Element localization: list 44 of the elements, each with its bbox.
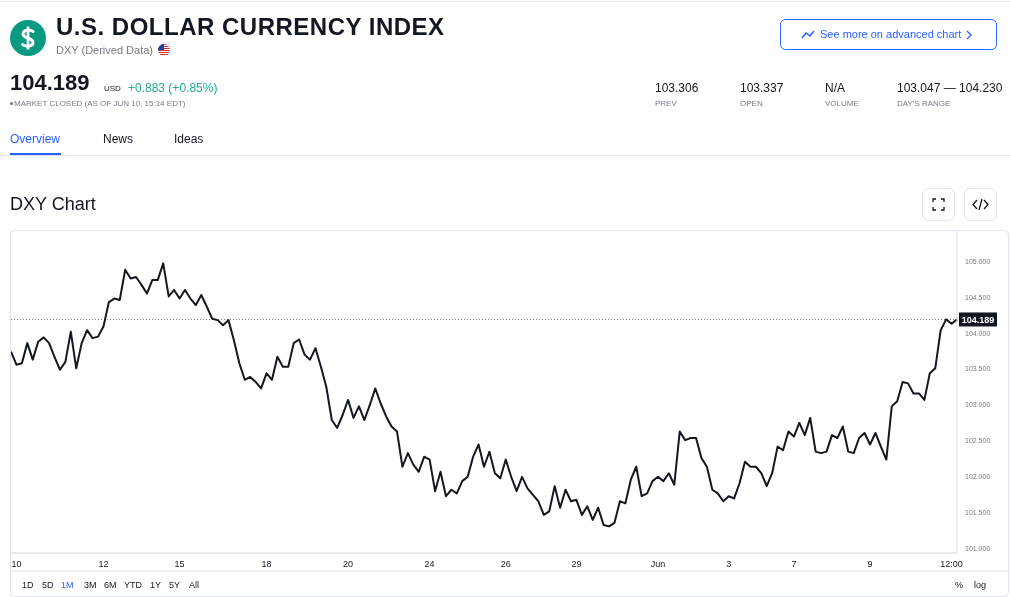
text: USD (104, 84, 121, 93)
text: See more on advanced chart (820, 28, 962, 40)
text: N/A (825, 81, 846, 95)
text: 103.047 — 104.230 (897, 81, 1003, 95)
text: 5D (42, 580, 54, 590)
chart-title: U.S. DOLLAR CURRENCY INDEX (56, 13, 445, 41)
x-tick-label: 15 (174, 559, 185, 570)
text: News (103, 132, 134, 146)
x-tick-label: 24 (424, 559, 435, 570)
chart-subtitle: DXY (Derived Data) (56, 44, 153, 56)
text: 6M (104, 580, 117, 590)
text: 103.306 (655, 81, 699, 95)
text: DXY Chart (10, 194, 96, 215)
text: 5Y (169, 580, 181, 590)
text: MARKET CLOSED (AS OF JUN 10, 15:14 EDT) (14, 99, 186, 108)
text: VOLUME (825, 99, 859, 108)
text: 1M (61, 580, 74, 590)
x-tick-label: 20 (343, 559, 354, 570)
text: Ideas (174, 132, 204, 146)
text: DAY'S RANGE (897, 99, 951, 108)
text: 1Y (150, 580, 162, 590)
text: All (189, 580, 200, 590)
x-tick-label: 7 (791, 559, 797, 570)
text: OPEN (740, 99, 763, 108)
text: Overview (10, 132, 61, 146)
text: 3M (84, 580, 97, 590)
x-tick-label: 12 (98, 559, 109, 570)
text: +0.883 (+0.85%) (128, 81, 218, 95)
text: YTD (124, 580, 142, 590)
text: % (955, 580, 964, 590)
text: log (974, 580, 987, 590)
ref-line-label: 104.189 (961, 314, 995, 325)
x-tick-label: 12:00 (940, 559, 963, 570)
x-tick-label: 26 (500, 559, 511, 570)
x-tick-label: Jun (650, 559, 666, 570)
text: 1D (22, 580, 34, 590)
x-tick-label: 10 (11, 559, 22, 570)
text: 104.189 (10, 70, 90, 96)
x-tick-label: 9 (867, 559, 873, 570)
x-tick-label: 3 (726, 559, 732, 570)
text: PREV (655, 99, 677, 108)
x-tick-label: 29 (571, 559, 582, 570)
x-tick-label: 18 (261, 559, 272, 570)
text: 103.337 (740, 81, 784, 95)
